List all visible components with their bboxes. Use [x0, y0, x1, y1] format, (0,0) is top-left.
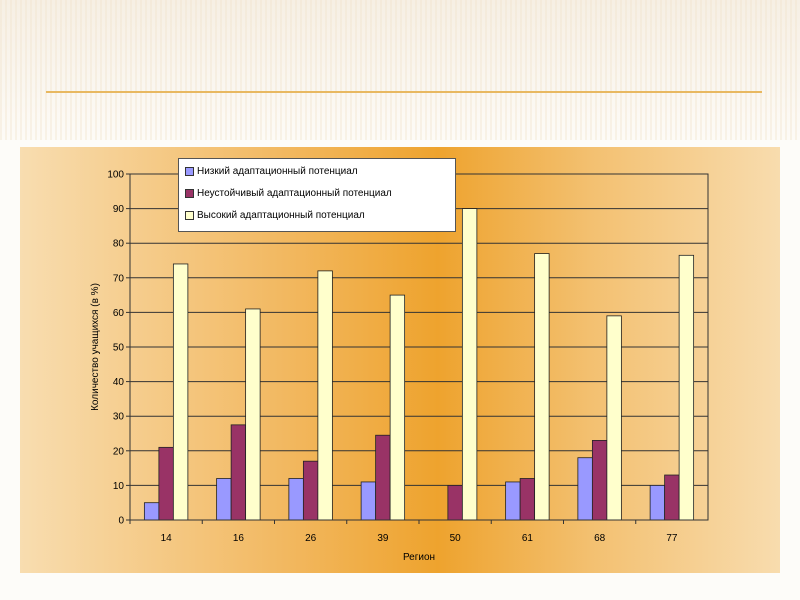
bar — [360, 481, 377, 521]
bar — [230, 424, 247, 521]
y-tick-label: 40 — [113, 377, 125, 388]
y-axis-label: Количество учащихся (в %) — [90, 283, 101, 411]
legend-swatch — [185, 211, 194, 220]
legend-item-high: Высокий адаптационный потенциал — [185, 210, 365, 221]
y-tick-label: 20 — [113, 446, 125, 457]
y-tick-label: 100 — [107, 170, 124, 181]
legend-swatch — [185, 167, 194, 176]
bar — [302, 460, 319, 521]
bar — [143, 502, 160, 521]
y-tick-label: 70 — [113, 273, 125, 284]
x-tick-label: 50 — [450, 533, 462, 544]
y-tick-label: 80 — [113, 239, 125, 250]
bar — [534, 253, 550, 521]
x-tick-label: 26 — [305, 533, 317, 544]
legend-label: Высокий адаптационный потенциал — [197, 210, 365, 221]
bar — [172, 263, 189, 521]
bar — [447, 484, 463, 521]
bar — [664, 474, 680, 521]
legend-item-unstable: Неустойчивый адаптационный потенциал — [185, 188, 392, 199]
legend-item-low: Низкий адаптационный потенциал — [185, 166, 358, 177]
axes: 0 10 20 30 40 50 60 70 80 90 100 14 16 26 39 50 61 68 77 — [107, 170, 709, 544]
bar — [216, 478, 232, 521]
x-tick-label: 14 — [161, 533, 173, 544]
bar — [519, 478, 536, 521]
bar — [288, 478, 304, 521]
legend-label: Неустойчивый адаптационный потенциал — [197, 188, 392, 199]
bar — [591, 440, 608, 521]
bar — [158, 446, 174, 521]
x-tick-label: 68 — [594, 533, 606, 544]
bar — [606, 315, 622, 521]
bar — [461, 208, 478, 521]
x-tick-label: 16 — [233, 533, 245, 544]
y-tick-label: 50 — [113, 343, 125, 354]
y-tick-label: 30 — [113, 412, 125, 423]
bar — [389, 294, 406, 521]
bar — [245, 308, 261, 521]
bar — [649, 484, 666, 521]
y-tick-label: 10 — [113, 481, 125, 492]
y-tick-label: 90 — [113, 204, 125, 215]
y-tick-label: 0 — [118, 516, 124, 527]
bar — [505, 481, 521, 521]
x-tick-label: 39 — [377, 533, 389, 544]
title-decoration — [0, 0, 800, 140]
x-tick-label: 61 — [522, 533, 534, 544]
bar — [317, 270, 333, 521]
bar — [577, 457, 593, 521]
legend-swatch — [185, 189, 194, 198]
x-axis-label: Регион — [403, 552, 435, 563]
legend-label: Низкий адаптационный потенциал — [197, 166, 358, 177]
bar — [375, 434, 391, 521]
bars — [143, 208, 695, 521]
y-tick-label: 60 — [113, 308, 125, 319]
x-tick-label: 77 — [666, 533, 678, 544]
bar — [678, 254, 695, 521]
title-rule — [46, 91, 762, 93]
legend: Низкий адаптационный потенциал Неустойчи… — [178, 158, 456, 232]
